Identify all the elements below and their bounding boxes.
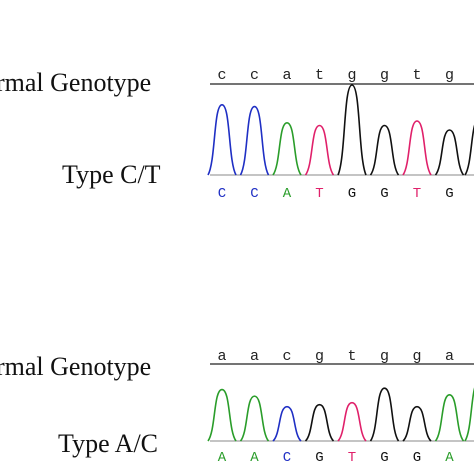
reference-base: c [282, 348, 291, 365]
called-base: T [315, 186, 323, 202]
called-base: A [445, 450, 454, 466]
reference-base: g [315, 348, 324, 365]
trace-peak [402, 120, 432, 176]
panel-2: rmal Genotype Type A/C a a c g t g g a A A C G T G G A [0, 348, 474, 466]
trace-peak [402, 405, 432, 442]
reference-base: t [412, 67, 421, 84]
reference-base: a [250, 348, 259, 365]
called-base: G [315, 450, 323, 466]
reference-base: a [217, 348, 226, 365]
called-base: G [445, 186, 453, 202]
trace-peak [207, 103, 237, 176]
reference-base: g [412, 348, 421, 365]
called-base: A [218, 450, 227, 466]
reference-base: g [445, 67, 454, 84]
panel-1-normal-label: rmal Genotype [0, 68, 151, 97]
trace-peak-edge [464, 387, 474, 442]
trace-peak [337, 84, 367, 176]
trace-peak [272, 121, 302, 176]
panel-2-trace [207, 387, 474, 442]
called-base: G [380, 450, 388, 466]
trace-peak [239, 395, 270, 442]
called-base: G [380, 186, 388, 202]
called-base: A [283, 186, 292, 202]
reference-base: a [445, 348, 454, 365]
reference-base: t [315, 67, 324, 84]
reference-base: a [282, 67, 291, 84]
reference-base: c [217, 67, 226, 84]
trace-peak [272, 405, 302, 442]
called-base: G [413, 450, 421, 466]
reference-base: g [380, 67, 389, 84]
trace-peak [434, 129, 465, 176]
reference-base: c [250, 67, 259, 84]
panel-1-trace [207, 84, 474, 176]
called-base: T [413, 186, 421, 202]
reference-base: t [347, 348, 356, 365]
called-base: G [348, 186, 356, 202]
trace-peak-edge [464, 124, 474, 176]
trace-peak [369, 124, 400, 176]
trace-peak [369, 387, 400, 442]
panel-1: rmal Genotype Type C/T c c a t g g t g C C A T G G T G [0, 67, 474, 202]
called-base: T [348, 450, 356, 466]
panel-2-type-label: Type A/C [58, 429, 158, 458]
panel-1-type-label: Type C/T [62, 160, 161, 189]
called-base: C [250, 186, 258, 202]
trace-peak [337, 401, 367, 442]
reference-base: g [347, 67, 356, 84]
reference-base: g [380, 348, 389, 365]
trace-peak [304, 403, 335, 442]
trace-peak [304, 124, 335, 176]
trace-peak [434, 393, 465, 442]
trace-peak [207, 388, 237, 442]
called-base: C [218, 186, 226, 202]
called-base: A [250, 450, 259, 466]
panel-2-normal-label: rmal Genotype [0, 352, 151, 381]
trace-peak [239, 105, 270, 176]
called-base: C [283, 450, 291, 466]
